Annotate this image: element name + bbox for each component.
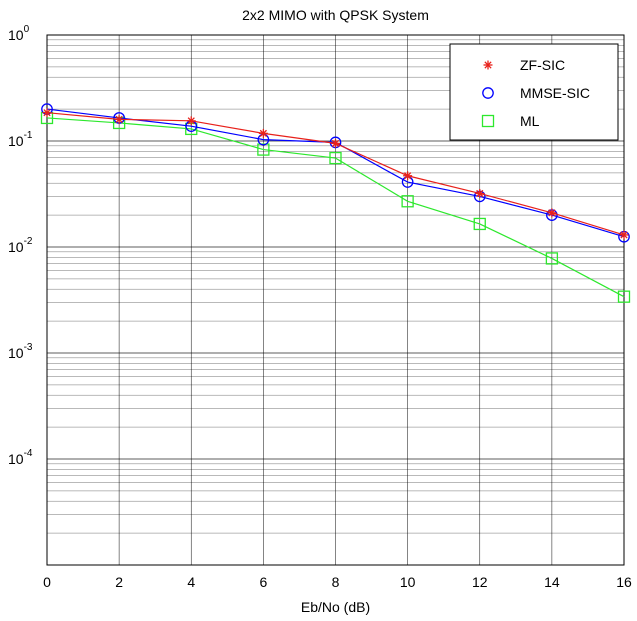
plot-area (46, 34, 625, 566)
x-tick-label: 4 (187, 574, 195, 590)
star-stroke (404, 172, 412, 180)
x-tick-label: 16 (616, 574, 632, 590)
data-point-zf-sic (619, 230, 629, 240)
legend-marker-ml (481, 114, 495, 128)
data-point-ml (329, 151, 342, 165)
data-point-zf-sic (186, 116, 196, 126)
star-stroke (548, 209, 556, 217)
chart-title: 2x2 MIMO with QPSK System (242, 7, 429, 23)
data-point-zf-sic (331, 138, 340, 148)
data-point-zf-sic (475, 188, 485, 198)
x-tick-label: 0 (43, 574, 51, 590)
star-stroke (259, 129, 267, 137)
legend-box (449, 43, 619, 141)
star-stroke (484, 61, 492, 69)
y-tick-label: 10-3 (8, 342, 33, 361)
y-tick-label: 10-4 (8, 448, 33, 467)
x-tick-label: 2 (115, 574, 123, 590)
data-point-zf-sic (42, 108, 52, 118)
star-stroke (43, 109, 51, 117)
legend-label-zf-sic: ZF-SIC (520, 57, 565, 73)
y-tick-label: 10-2 (8, 236, 33, 255)
legend-label-mmse-sic: MMSE-SIC (520, 85, 590, 101)
x-tick-label: 6 (259, 574, 267, 590)
data-point-ml (257, 143, 270, 156)
star-stroke (331, 139, 340, 147)
y-tick-label: 10-1 (8, 130, 33, 149)
x-tick-label: 8 (332, 574, 340, 590)
star-stroke (187, 117, 195, 125)
x-axis-label: Eb/No (dB) (301, 599, 370, 615)
data-point-ml (401, 195, 414, 208)
data-point-zf-sic (114, 114, 124, 124)
legend-marker-zf-sic (483, 60, 493, 70)
legend-label-ml: ML (520, 113, 540, 129)
legend: ZF-SIC MMSE-SIC ML (449, 43, 619, 141)
data-point-zf-sic (403, 171, 413, 181)
data-point-ml (617, 290, 631, 303)
x-tick-label: 14 (544, 574, 560, 590)
data-point-ml (473, 217, 486, 231)
x-tick-label: 12 (472, 574, 488, 590)
axis-ticks: 0 2 4 6 8 10 12 14 16 100 10-1 10-2 10-3 10-4 (8, 24, 632, 590)
x-tick-label: 10 (400, 574, 416, 590)
data-point-ml (545, 252, 559, 265)
data-point-zf-sic (258, 128, 268, 138)
data-point-zf-sic (547, 208, 557, 218)
y-tick-label: 100 (8, 24, 30, 43)
legend-marker-mmse-sic (482, 87, 494, 99)
series-line-ml (46, 117, 625, 298)
star-stroke (476, 189, 484, 198)
star-stroke (620, 231, 628, 239)
series-group (40, 103, 631, 303)
star-stroke (115, 115, 123, 123)
